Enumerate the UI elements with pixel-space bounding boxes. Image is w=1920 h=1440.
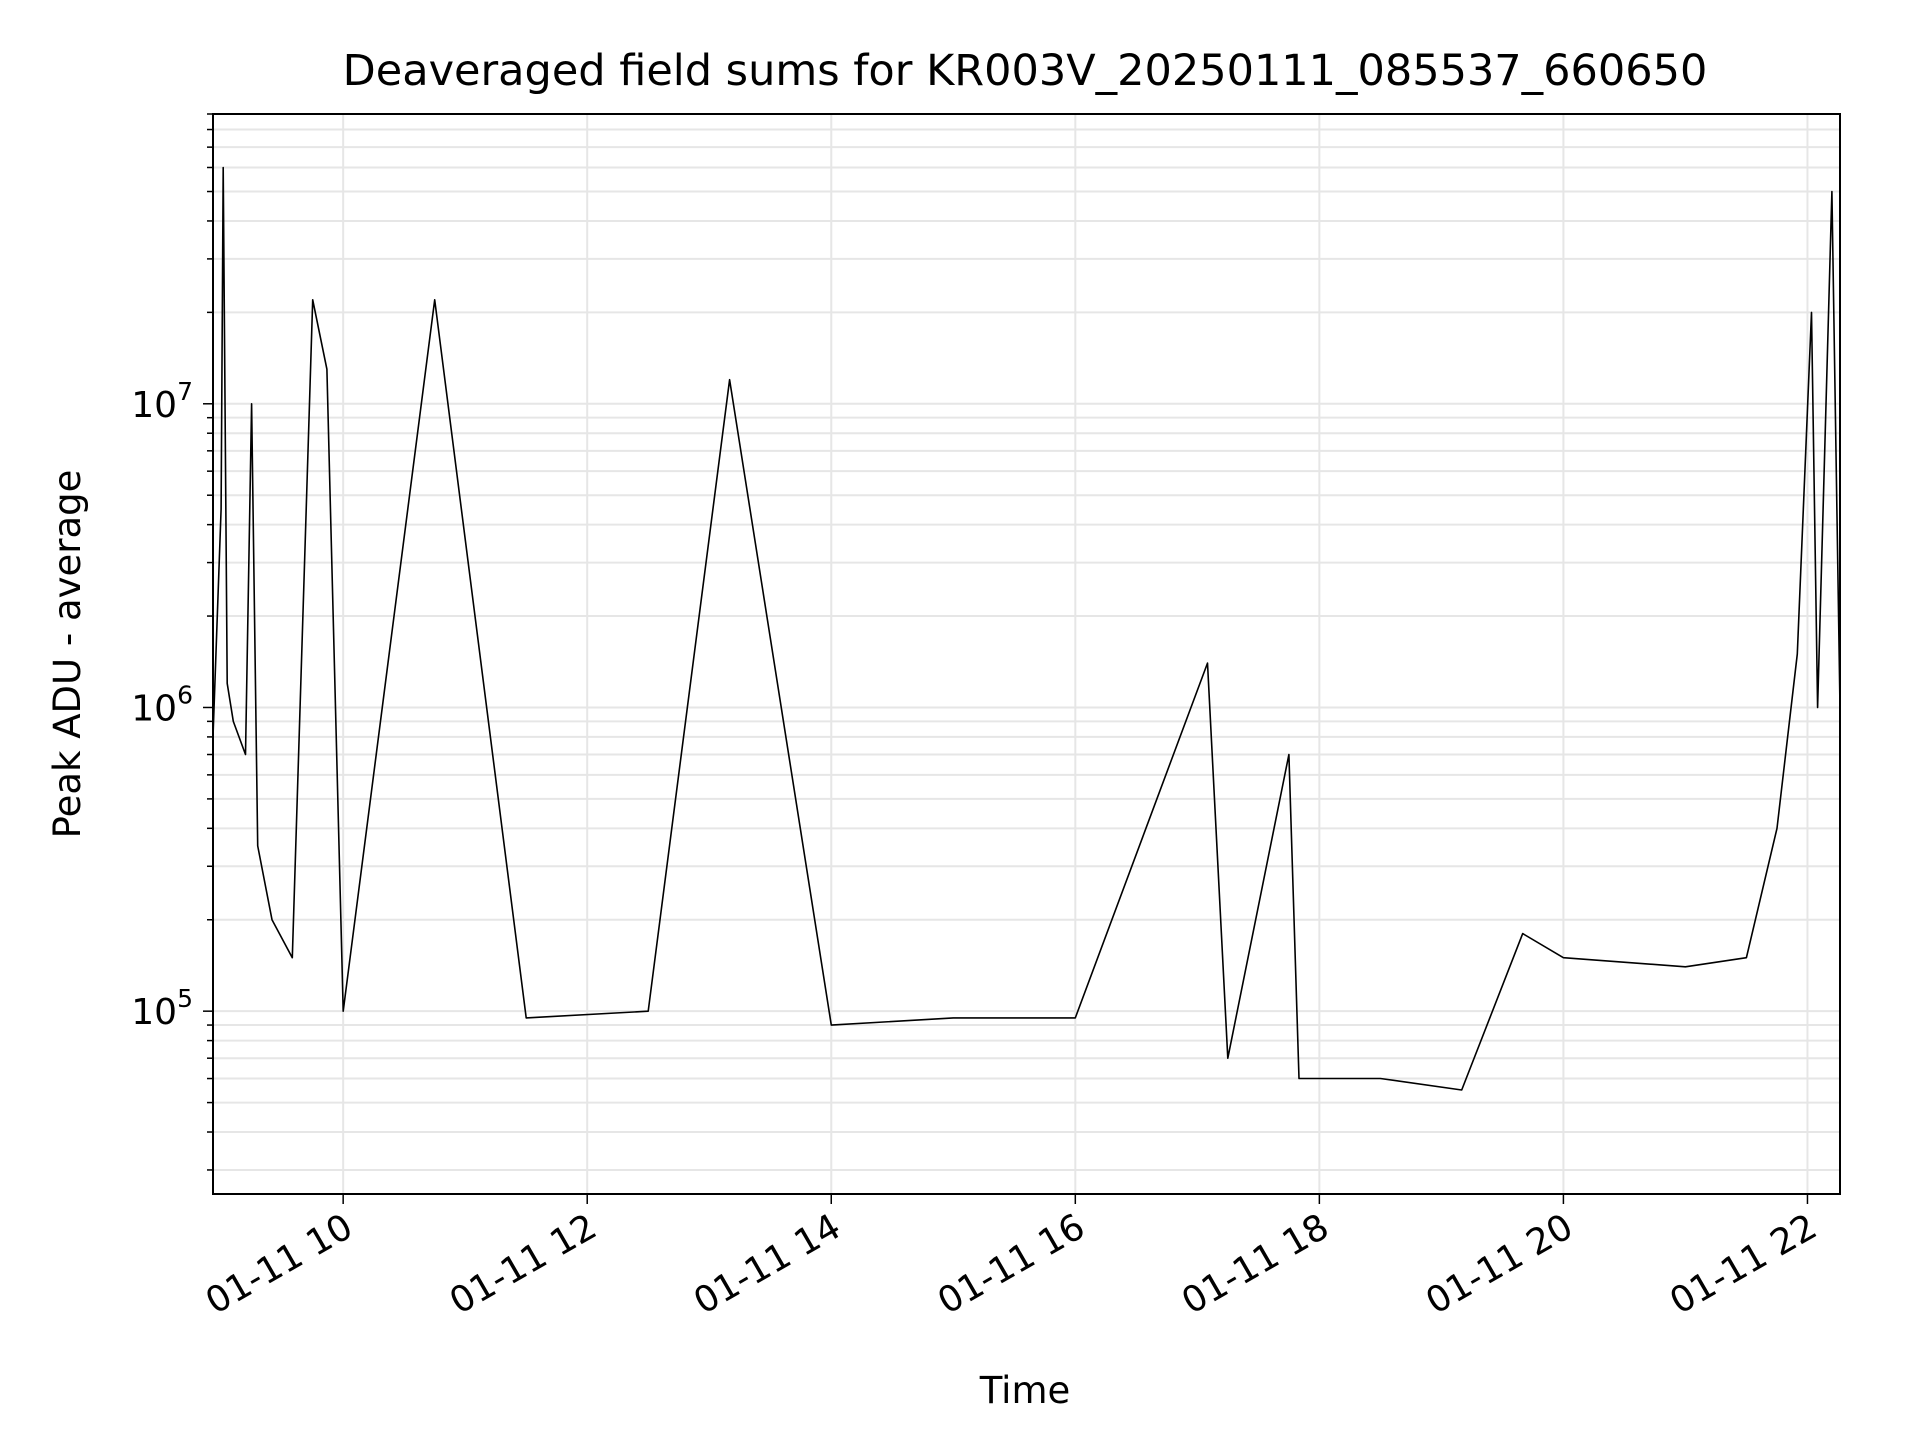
y-tick-base: 10 [131,688,177,729]
series-line [212,166,1841,1091]
y-axis-label: Peak ADU - average [46,470,89,839]
grid [213,113,1840,1194]
chart-title: Deaveraged field sums for KR003V_2025011… [343,46,1708,96]
y-tick-base: 10 [131,385,177,426]
y-tick-exponent: 5 [177,984,193,1013]
y-tick-exponent: 7 [177,377,193,406]
y-tick-label: 106 [131,680,193,729]
y-tick-exponent: 6 [177,680,193,709]
plot-frame [212,113,1841,1195]
series-layer [212,166,1841,1091]
y-tick-base: 10 [131,992,177,1033]
y-tick-label: 107 [131,377,193,426]
y-tick-label: 105 [131,984,193,1033]
x-axis-label: Time [979,1369,1071,1412]
